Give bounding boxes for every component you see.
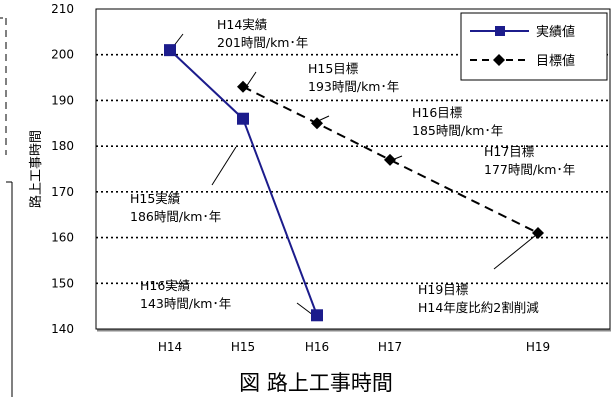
annotation-line-1: H14実績	[217, 17, 267, 32]
y-tick-label: 160	[51, 231, 74, 245]
data-point-diamond	[311, 117, 323, 130]
y-tick-label: 170	[51, 185, 74, 199]
annotation-line-2: 185時間/km･年	[412, 123, 503, 138]
x-tick-label: H19	[526, 340, 550, 354]
annotation-line-2: H14年度比約2割削減	[418, 300, 539, 315]
annotation: H19目標 H14年度比約2割削減	[418, 282, 539, 315]
data-point-square	[311, 309, 323, 322]
annotation-line-1: H19目標	[418, 282, 469, 297]
chart-title: 図 路上工事時間	[239, 371, 393, 395]
legend-label-actual: 実績値	[536, 24, 575, 40]
annotation-line-1: H15実績	[130, 191, 180, 206]
legend: 実績値 目標値	[460, 12, 608, 81]
y-tick-label: 180	[51, 139, 74, 153]
series-line-target	[242, 85, 539, 234]
data-point-diamond	[384, 153, 396, 166]
x-tick-label: H17	[378, 340, 402, 354]
annotation-line-1: H15目標	[308, 61, 359, 76]
annotation-leader-line	[296, 302, 314, 316]
y-axis-label: 路上工事時間	[28, 130, 44, 208]
x-tick-label: H16	[305, 340, 329, 354]
data-point-square	[164, 44, 176, 57]
annotation-line-2: 201時間/km･年	[217, 35, 308, 50]
annotation-line-1: H16目標	[412, 105, 463, 120]
annotation: H16実績 143時間/km･年	[140, 278, 231, 311]
y-tick-label: 190	[51, 93, 74, 107]
y-tick-label: 150	[51, 276, 74, 290]
legend-label-target: 目標値	[536, 53, 575, 69]
y-tick-label: 200	[51, 48, 74, 62]
annotation: H17目標 177時間/km･年	[484, 144, 575, 177]
annotation-line-2: 193時間/km･年	[308, 79, 399, 94]
annotation: H15目標 193時間/km･年	[308, 61, 399, 94]
x-tick-label: H14	[158, 340, 182, 354]
annotation-leader-line	[493, 234, 537, 270]
y-tick-label: 140	[51, 322, 74, 336]
annotation-leader-line	[245, 71, 257, 88]
annotation: H16目標 185時間/km･年	[412, 105, 503, 138]
annotation-line-1: H16実績	[140, 278, 190, 293]
data-point-square	[237, 112, 249, 125]
annotation-line-2: 143時間/km･年	[140, 296, 231, 311]
x-tick-label: H15	[231, 340, 255, 354]
legend-marker-diamond	[493, 54, 505, 66]
annotation: H14実績 201時間/km･年	[217, 17, 308, 50]
data-point-diamond	[237, 80, 249, 93]
annotation-line-1: H17目標	[484, 144, 535, 159]
y-tick-label: 210	[51, 2, 74, 16]
legend-box	[460, 12, 608, 81]
data-point-diamond	[532, 227, 544, 239]
annotation-leader-line	[211, 146, 237, 186]
annotation: H15実績 186時間/km･年	[130, 191, 221, 224]
legend-marker-square	[495, 26, 505, 36]
annotation-line-2: 177時間/km･年	[484, 162, 575, 177]
annotation-line-2: 186時間/km･年	[130, 209, 221, 224]
